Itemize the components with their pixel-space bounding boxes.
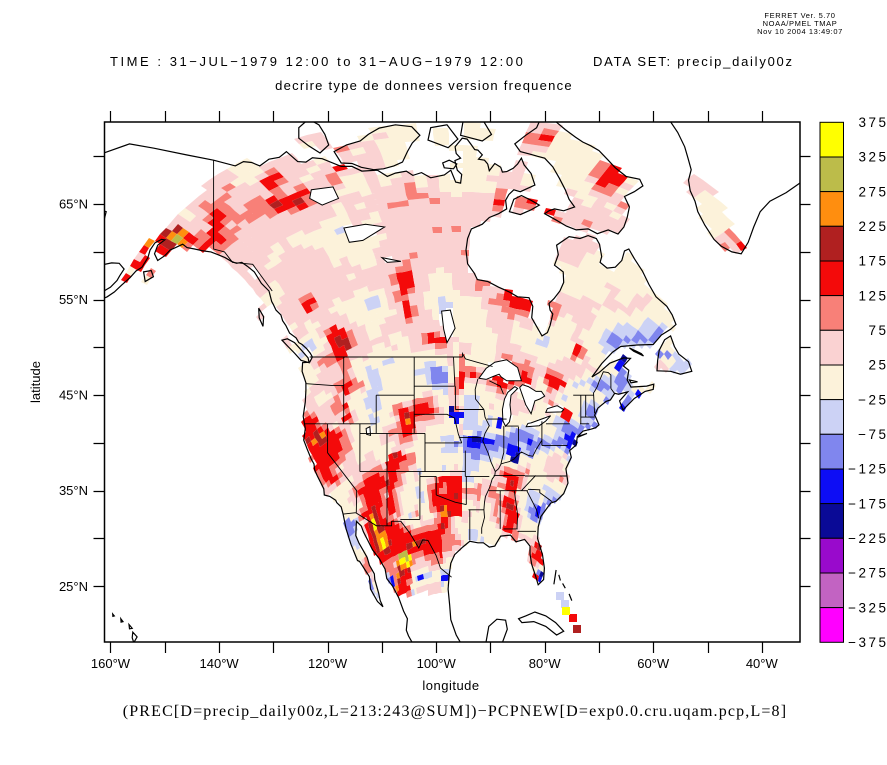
svg-text:80°W: 80°W (529, 656, 562, 671)
svg-text:25°N: 25°N (59, 579, 88, 594)
svg-text:longitude: longitude (422, 678, 479, 693)
svg-text:Nov 10 2004 13:49:07: Nov 10 2004 13:49:07 (757, 27, 843, 36)
svg-text:40°W: 40°W (746, 656, 779, 671)
svg-text:55°N: 55°N (59, 292, 88, 307)
svg-text:120°W: 120°W (308, 656, 348, 671)
svg-text:275: 275 (858, 184, 887, 199)
svg-text:175: 175 (858, 254, 887, 269)
svg-text:−375: −375 (848, 635, 887, 650)
svg-text:latitude: latitude (28, 361, 43, 403)
svg-text:160°W: 160°W (91, 656, 131, 671)
svg-text:35°N: 35°N (59, 483, 88, 498)
svg-text:(PREC[D=precip_daily00z,L=213:: (PREC[D=precip_daily00z,L=213:243@SUM])−… (123, 703, 787, 720)
svg-text:225: 225 (858, 219, 887, 234)
svg-text:375: 375 (858, 115, 887, 130)
svg-text:−25: −25 (858, 392, 887, 407)
svg-text:125: 125 (858, 288, 887, 303)
svg-text:45°N: 45°N (59, 388, 88, 403)
svg-text:−75: −75 (858, 427, 887, 442)
svg-text:60°W: 60°W (637, 656, 670, 671)
svg-text:−125: −125 (848, 462, 887, 477)
svg-text:65°N: 65°N (59, 197, 88, 212)
svg-text:−175: −175 (848, 496, 887, 511)
svg-text:−275: −275 (848, 566, 887, 581)
svg-text:−325: −325 (848, 600, 887, 615)
svg-text:DATA SET: precip_daily00z: DATA SET: precip_daily00z (593, 54, 794, 69)
svg-text:decrire type de donnees versio: decrire type de donnees version frequenc… (275, 78, 573, 93)
svg-text:100°W: 100°W (417, 656, 457, 671)
svg-text:FERRET Ver. 5.70: FERRET Ver. 5.70 (764, 11, 835, 20)
svg-text:TIME : 31−JUL−1979 12:00 to 31: TIME : 31−JUL−1979 12:00 to 31−AUG−1979 … (110, 54, 525, 69)
svg-text:325: 325 (858, 150, 887, 165)
svg-text:140°W: 140°W (200, 656, 240, 671)
svg-text:NOAA/PMEL TMAP: NOAA/PMEL TMAP (763, 19, 838, 28)
svg-text:25: 25 (868, 358, 887, 373)
svg-text:−225: −225 (848, 531, 887, 546)
svg-text:75: 75 (868, 323, 887, 338)
